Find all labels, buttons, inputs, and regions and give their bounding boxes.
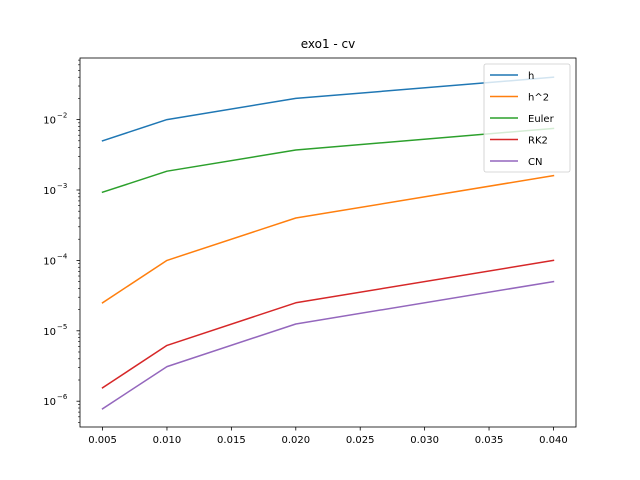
axes-frame — [79, 57, 577, 428]
y-tick-exponent: −4 — [57, 252, 68, 260]
series-line-rk2 — [101, 259, 555, 389]
y-tick-exponent: −6 — [57, 393, 68, 401]
series-line-euler — [101, 127, 555, 194]
legend-label-rk2: RK2 — [528, 136, 548, 147]
x-tick-label: 0.025 — [346, 435, 375, 446]
x-tick-label: 0.005 — [88, 435, 117, 446]
legend-label-cn: CN — [528, 157, 542, 168]
y-tick-label: 10 — [43, 116, 56, 127]
y-tick-label: 10 — [43, 397, 56, 408]
legend-box — [483, 63, 571, 173]
x-tick-label: 0.030 — [410, 435, 439, 446]
chart-title: exo1 - cv — [301, 37, 356, 51]
legend-label-h: h — [528, 71, 534, 82]
series-line-h — [101, 76, 555, 142]
y-tick-label: 10 — [43, 256, 56, 267]
y-tick-label: 10 — [43, 327, 56, 338]
x-tick-label: 0.040 — [539, 435, 568, 446]
y-tick-exponent: −3 — [57, 182, 67, 190]
axes: 0.005 0.010 0.015 0.020 0.025 0.030 0.035 0.040… — [43, 57, 577, 446]
series-line-h2 — [101, 174, 555, 304]
y-tick-exponent: −2 — [57, 112, 67, 120]
plot-area — [101, 76, 555, 410]
x-tick-label: 0.020 — [281, 435, 310, 446]
legend-label-h2: h^2 — [528, 93, 549, 104]
y-tick-exponent: −5 — [57, 323, 67, 331]
series-line-cn — [101, 280, 555, 410]
legend-label-euler: Euler — [528, 114, 555, 125]
legend: h h^2 Euler RK2 CN — [483, 63, 571, 173]
x-tick-label: 0.035 — [475, 435, 504, 446]
y-tick-label: 10 — [43, 186, 56, 197]
x-tick-label: 0.015 — [217, 435, 246, 446]
x-tick-label: 0.010 — [153, 435, 182, 446]
